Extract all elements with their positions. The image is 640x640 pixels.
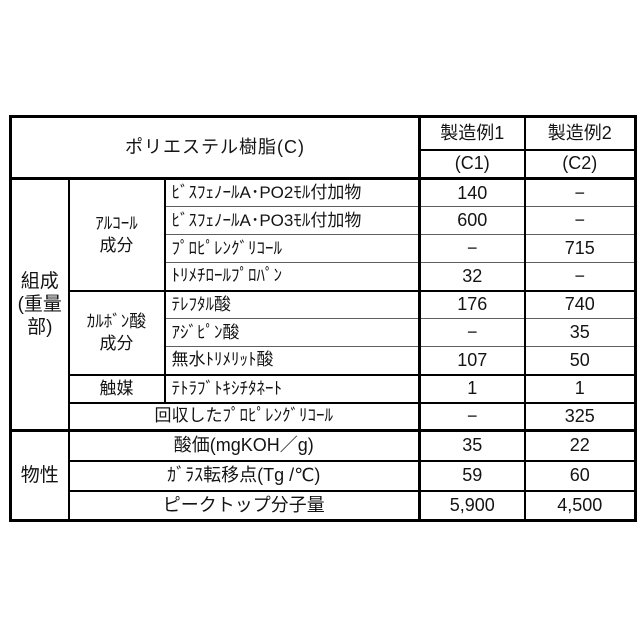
table-row: 組成 (重量 部) ｱﾙｺｰﾙ 成分 ﾋﾞｽﾌｪﾉｰﾙA･PO2ﾓﾙ付加物 14…	[10, 178, 636, 432]
item-name: ﾄﾘﾒﾁﾛｰﾙﾌﾟﾛﾊﾟﾝ	[164, 262, 421, 292]
table-row: ﾌﾟﾛﾋﾟﾚﾝｸﾞﾘｺｰﾙ − 715	[11, 234, 636, 263]
value-c1: 176	[419, 290, 526, 319]
item-name: ﾃﾚﾌﾀﾙ酸	[164, 290, 421, 319]
table-row: 物性 酸価(mgKOH／g) 35 22	[10, 430, 636, 521]
table-row: ピークトップ分子量 5,900 4,500	[11, 490, 636, 521]
property-name: ピークトップ分子量	[68, 490, 421, 521]
table-row: ﾋﾞｽﾌｪﾉｰﾙA･PO3ﾓﾙ付加物 600 −	[11, 206, 636, 235]
item-name: ﾋﾞｽﾌｪﾉｰﾙA･PO3ﾓﾙ付加物	[164, 206, 421, 235]
item-name: ﾌﾟﾛﾋﾟﾚﾝｸﾞﾘｺｰﾙ	[164, 234, 421, 263]
section-label-composition: 組成 (重量 部)	[10, 178, 70, 432]
polyester-resin-table: ポリエステル樹脂(C) 製造例1 製造例2 (C1) (C2) 組成 (重量 部…	[9, 115, 637, 522]
value-c1: 140	[419, 178, 526, 207]
col-header-example1: 製造例1	[419, 116, 526, 151]
value-c2: −	[524, 206, 636, 235]
value-c2: 325	[524, 402, 636, 432]
group-label-alcohol: ｱﾙｺｰﾙ 成分	[68, 178, 166, 292]
table-row: 無水ﾄﾘﾒﾘｯﾄ酸 107 50	[11, 346, 636, 376]
header-row-1: ポリエステル樹脂(C) 製造例1 製造例2	[10, 116, 636, 180]
value-c1: 600	[419, 206, 526, 235]
value-c1: 59	[419, 460, 526, 492]
property-name: ｶﾞﾗｽ転移点(Tg /℃)	[68, 460, 421, 492]
col-code-c1: (C1)	[419, 149, 526, 180]
table-row: ｶﾙﾎﾞﾝ酸 成分 ﾃﾚﾌﾀﾙ酸 176 740	[11, 290, 636, 376]
value-c1: 107	[419, 346, 526, 376]
value-c2: 50	[524, 346, 636, 376]
col-code-c2: (C2)	[524, 149, 636, 180]
value-c1: 1	[419, 374, 526, 404]
value-c2: 60	[524, 460, 636, 492]
table-row: 回収したﾌﾟﾛﾋﾟﾚﾝｸﾞﾘｺｰﾙ − 325	[11, 402, 636, 432]
col-header-example2: 製造例2	[524, 116, 636, 151]
value-c2: 22	[524, 430, 636, 462]
section-label-properties: 物性	[10, 430, 70, 521]
value-c1: 32	[419, 262, 526, 292]
group-label-carboxylic-acid: ｶﾙﾎﾞﾝ酸 成分	[68, 290, 166, 376]
value-c2: 1	[524, 374, 636, 404]
table-title: ポリエステル樹脂(C)	[10, 116, 421, 180]
item-name: ﾃﾄﾗﾌﾞﾄｷｼﾁﾀﾈｰﾄ	[164, 374, 421, 404]
group-label-catalyst: 触媒	[68, 374, 166, 404]
table-row: ｶﾞﾗｽ転移点(Tg /℃) 59 60	[11, 460, 636, 492]
item-name: ﾋﾞｽﾌｪﾉｰﾙA･PO2ﾓﾙ付加物	[164, 178, 421, 207]
table-row: ｱｼﾞﾋﾟﾝ酸 − 35	[11, 318, 636, 347]
table-row: 触媒 ﾃﾄﾗﾌﾞﾄｷｼﾁﾀﾈｰﾄ 1 1	[11, 374, 636, 404]
value-c2: 715	[524, 234, 636, 263]
value-c1: −	[419, 402, 526, 432]
item-name: ｱｼﾞﾋﾟﾝ酸	[164, 318, 421, 347]
value-c2: 4,500	[557, 494, 603, 515]
property-name: 酸価(mgKOH／g)	[68, 430, 421, 462]
value-c1: 35	[419, 430, 526, 462]
value-c2: 35	[524, 318, 636, 347]
value-c2: 740	[524, 290, 636, 319]
item-name: 無水ﾄﾘﾒﾘｯﾄ酸	[164, 346, 421, 376]
table-row: ﾄﾘﾒﾁﾛｰﾙﾌﾟﾛﾊﾟﾝ 32 −	[11, 262, 636, 292]
value-c2: −	[524, 262, 636, 292]
value-c1: −	[419, 234, 526, 263]
value-c1: 5,900	[419, 490, 526, 521]
item-name-recovered: 回収したﾌﾟﾛﾋﾟﾚﾝｸﾞﾘｺｰﾙ	[68, 402, 421, 432]
header-row-2: (C1) (C2)	[11, 149, 636, 180]
value-c1: −	[419, 318, 526, 347]
value-c2: −	[524, 178, 636, 207]
